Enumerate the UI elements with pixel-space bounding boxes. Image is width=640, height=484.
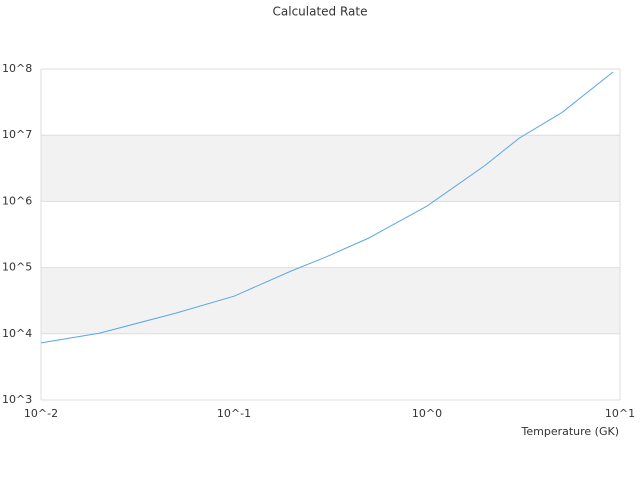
x-tick-label: 10^-1 bbox=[217, 407, 251, 420]
y-tick-label: 10^6 bbox=[2, 194, 32, 207]
x-tick-label: 10^0 bbox=[412, 407, 442, 420]
y-tick-label: 10^3 bbox=[2, 393, 32, 406]
y-tick-label: 10^5 bbox=[2, 261, 32, 274]
y-tick-label: 10^8 bbox=[2, 62, 32, 75]
x-axis-label: Temperature (GK) bbox=[521, 425, 620, 438]
data-line bbox=[40, 71, 614, 344]
grid-band bbox=[41, 267, 620, 334]
grid-band bbox=[41, 135, 620, 202]
chart-title: Calculated Rate bbox=[273, 5, 368, 19]
y-tick-label: 10^4 bbox=[2, 327, 32, 340]
y-tick-label: 10^7 bbox=[2, 128, 32, 141]
x-tick-label: 10^1 bbox=[605, 407, 635, 420]
x-tick-label: 10^-2 bbox=[24, 407, 58, 420]
